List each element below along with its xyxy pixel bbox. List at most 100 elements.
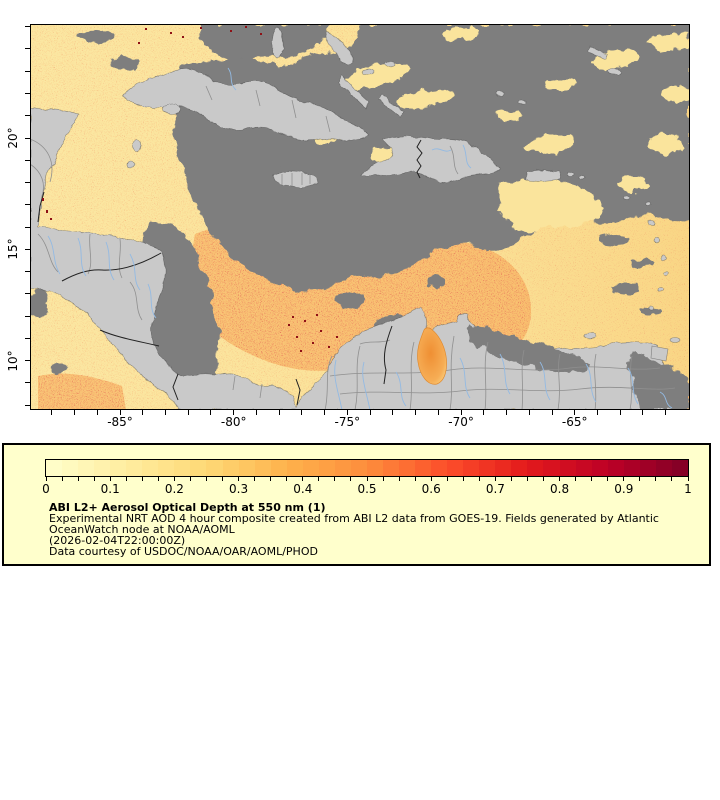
border-honduras-nicaragua	[61, 252, 162, 282]
x-axis-tick	[506, 410, 508, 415]
colorbar-cell	[302, 460, 319, 476]
legend-line-4: Data courtesy of USDOC/NOAA/OAR/AOML/PHO…	[49, 545, 318, 558]
colorbar-cell	[94, 460, 111, 476]
y-axis-tick-label: 20°	[6, 127, 20, 149]
border-panama-colombia	[295, 378, 301, 406]
colorbar-cell	[431, 460, 448, 476]
colorbar-cell	[46, 460, 63, 476]
x-axis-tick	[665, 410, 667, 415]
colorbar-cell	[286, 460, 303, 476]
colorbar-cell	[126, 460, 143, 476]
colorbar-cell	[607, 460, 624, 476]
border-costarica-panama	[172, 373, 179, 401]
land-bahamas-sliver-3	[586, 45, 609, 60]
x-axis-tick	[142, 410, 144, 415]
colorbar-cell	[62, 460, 79, 476]
x-axis-tick	[164, 410, 166, 415]
x-axis-tick	[483, 410, 485, 415]
legend-line-2: OceanWatch node at NOAA/AOML	[49, 523, 235, 536]
colorbar-cell	[511, 460, 528, 476]
x-axis-tick-label: -75°	[334, 415, 361, 429]
colorbar-cell	[495, 460, 512, 476]
x-axis-tick	[51, 410, 53, 415]
colorbar-cell	[575, 460, 592, 476]
legend-line-3: (2026-02-04T22:00:00Z)	[49, 534, 186, 547]
x-axis-tick	[415, 410, 417, 415]
x-axis-tick	[187, 410, 189, 415]
x-axis-tick-label: -70°	[448, 415, 474, 429]
colorbar-cell	[543, 460, 560, 476]
x-axis-tick	[74, 410, 76, 415]
x-axis-tick-label: -65°	[561, 415, 588, 429]
x-axis-tick	[642, 410, 644, 415]
lake-maracaibo	[417, 327, 447, 385]
colorbar-cell	[591, 460, 608, 476]
land-tobago	[669, 337, 681, 343]
x-axis-tick	[210, 410, 212, 415]
x-axis-tick	[619, 410, 621, 415]
colorbar-cell	[366, 460, 383, 476]
legend-line-1: Experimental NRT AOD 4 hour composite cr…	[49, 512, 659, 525]
land-mainland	[30, 108, 677, 410]
x-axis-tick	[96, 410, 98, 415]
land-cuba	[121, 68, 369, 141]
x-axis-tick-label: -80°	[220, 415, 247, 429]
colorbar-cell	[78, 460, 95, 476]
colorbar-cell	[639, 460, 656, 476]
land-puerto-rico	[525, 169, 561, 182]
colorbar-cell	[671, 460, 688, 476]
land-isla-juventud	[162, 103, 182, 115]
x-axis-tick	[392, 410, 394, 415]
colorbar-cell	[655, 460, 672, 476]
colorbar-cell	[174, 460, 191, 476]
land-trinidad	[650, 345, 669, 362]
x-axis-tick	[574, 410, 576, 415]
colorbar-cell	[238, 460, 255, 476]
colorbar-cell	[142, 460, 159, 476]
aod-specks-layer	[42, 26, 338, 352]
x-axis-tick	[596, 410, 598, 415]
colorbar-cell	[206, 460, 223, 476]
colorbar-cell	[559, 460, 576, 476]
colorbar-cell	[334, 460, 351, 476]
rivers-layer	[47, 67, 673, 410]
land-bahamas-eleuthera	[325, 31, 353, 64]
colorbar-cell	[158, 460, 175, 476]
colorbar-cell	[527, 460, 544, 476]
colorbar-cell	[318, 460, 335, 476]
x-axis-tick	[437, 410, 439, 415]
border-colombia-venezuela	[383, 325, 393, 385]
border-nicaragua-costarica	[99, 329, 160, 347]
colorbar-cell	[382, 460, 400, 476]
land-margarita	[583, 332, 597, 340]
x-axis-tick	[528, 410, 530, 415]
colorbar-cell	[254, 460, 271, 476]
aod-map-canvas	[30, 24, 690, 410]
land-trinidad-group	[650, 337, 681, 362]
map-border	[30, 24, 690, 410]
land-bahamas-sliver-1	[337, 75, 371, 109]
aod-map	[30, 24, 690, 410]
colorbar-cell	[190, 460, 207, 476]
colorbar-cell	[415, 460, 432, 476]
colorbar	[45, 459, 689, 477]
x-axis-tick	[346, 410, 348, 415]
land-layer	[30, 25, 677, 410]
colorbar-cell	[270, 460, 287, 476]
coast-belize	[37, 191, 45, 223]
x-axis-tick	[369, 410, 371, 415]
borders-black-layer	[37, 139, 423, 406]
legend-title: ABI L2+ Aerosol Optical Depth at 550 nm …	[49, 501, 326, 514]
x-axis-tick	[119, 410, 121, 415]
y-axis-tick-label: 10°	[6, 349, 20, 372]
colorbar-cell	[110, 460, 127, 476]
cloud-over-land-layer	[468, 324, 690, 410]
x-axis-tick-label: -85°	[107, 415, 133, 429]
colorbar-cell	[350, 460, 367, 476]
land-bahamas-sliver-2	[377, 93, 405, 118]
x-axis-tick	[551, 410, 553, 415]
colorbar-cell	[479, 460, 496, 476]
colorbar-cell	[447, 460, 464, 476]
colorbar-cell	[222, 460, 239, 476]
